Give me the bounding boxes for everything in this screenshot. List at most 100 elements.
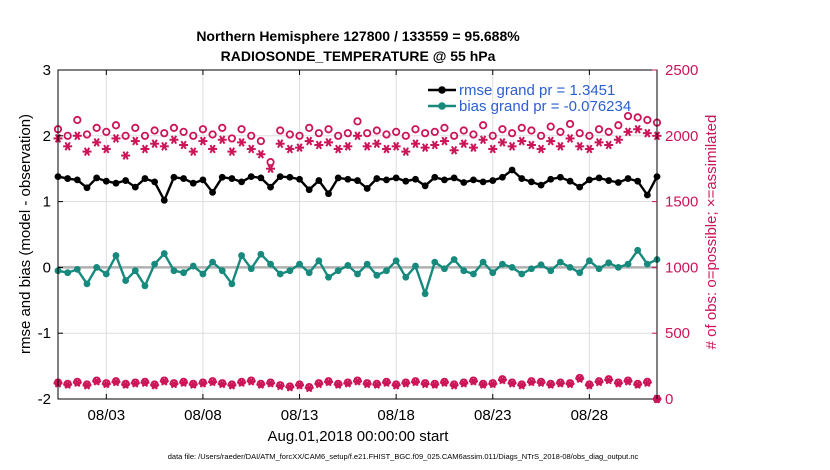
obs-assimilated-point	[372, 139, 382, 149]
rmse-point	[441, 176, 448, 184]
bias-point	[470, 270, 477, 278]
rmse-point	[267, 183, 274, 191]
obs-assimilated-point	[613, 378, 623, 388]
bias-point	[209, 258, 216, 266]
bias-point	[218, 267, 226, 275]
bias-point	[499, 260, 506, 268]
obs-possible-point	[247, 131, 256, 140]
bias-point	[64, 269, 72, 277]
bias-point	[122, 277, 130, 284]
obs-assimilated-point	[439, 136, 449, 146]
obs-assimilated-point	[275, 139, 285, 149]
obs-assimilated-point	[353, 376, 362, 386]
rmse-point	[585, 176, 593, 184]
obs-possible-point	[334, 131, 343, 140]
bias-point	[257, 250, 265, 258]
obs-possible-point	[314, 129, 323, 138]
x-tick-label: 08/08	[184, 407, 222, 424]
obs-assimilated-point	[295, 143, 305, 153]
chart-title-line1: Northern Hemisphere 127800 / 133559 = 95…	[196, 28, 520, 44]
obs-assimilated-point	[72, 378, 82, 387]
bias-point	[170, 267, 178, 275]
y-left-tick-label: -1	[38, 325, 51, 342]
obs-possible-point	[198, 125, 208, 134]
rmse-point	[257, 174, 265, 182]
y-right-tick-label: 1500	[665, 194, 698, 211]
legend-bias-marker	[438, 102, 446, 110]
rmse-point	[199, 176, 207, 184]
rmse-point	[102, 177, 110, 185]
rmse-point	[151, 178, 159, 186]
obs-assimilated-point	[507, 141, 517, 151]
rmse-point	[556, 173, 564, 181]
rmse-point	[122, 177, 130, 184]
rmse-point	[508, 166, 516, 174]
obs-assimilated-point	[517, 380, 527, 390]
obs-assimilated-point	[430, 380, 440, 389]
bias-point	[286, 267, 294, 275]
obs-possible-point	[189, 131, 198, 140]
obs-assimilated-point	[517, 136, 527, 146]
obs-assimilated-point	[275, 381, 285, 391]
obs-assimilated-point	[92, 376, 102, 386]
rmse-point	[247, 173, 255, 180]
bias-point	[83, 280, 91, 288]
obs-assimilated-point	[150, 139, 160, 149]
obs-possible-point	[527, 126, 536, 135]
rmse-point	[112, 179, 120, 187]
y-left-tick-label: 0	[43, 259, 51, 276]
obs-assimilated-point	[324, 377, 334, 387]
rmse-point	[93, 174, 101, 182]
bias-point	[576, 269, 584, 277]
bias-point	[518, 270, 526, 278]
obs-assimilated-point	[604, 375, 614, 385]
obs-assimilated-point	[82, 147, 92, 156]
obs-assimilated-point	[198, 136, 208, 146]
bias-point	[614, 264, 622, 271]
obs-assimilated-point	[459, 139, 469, 149]
obs-assimilated-point	[478, 380, 488, 389]
rmse-point	[334, 174, 342, 182]
rmse-point	[643, 191, 651, 199]
bias-point	[566, 264, 574, 271]
obs-possible-point	[218, 123, 227, 133]
obs-assimilated-point	[391, 141, 401, 151]
x-tick-label: 08/18	[377, 407, 415, 424]
obs-assimilated-point	[507, 378, 517, 388]
rmse-point	[383, 176, 390, 184]
x-tick-label: 08/13	[281, 407, 319, 424]
obs-possible-point	[324, 125, 333, 134]
rmse-point	[566, 177, 574, 185]
bias-point	[305, 269, 313, 277]
obs-assimilated-point	[613, 135, 623, 145]
y-right-tick-label: 2500	[665, 62, 698, 79]
obs-assimilated-point	[381, 144, 391, 154]
obs-assimilated-point	[246, 376, 256, 386]
obs-possible-point	[536, 131, 546, 140]
bias-point	[634, 246, 642, 254]
obs-assimilated-point	[459, 378, 469, 388]
rmse-point	[450, 174, 458, 182]
obs-possible-point	[102, 127, 111, 136]
obs-assimilated-point	[63, 141, 73, 151]
obs-possible-point	[478, 121, 488, 130]
bias-point	[363, 260, 371, 268]
rmse-point	[634, 177, 642, 185]
obs-possible-point	[63, 131, 72, 140]
obs-possible-point	[111, 121, 121, 130]
bias-point	[325, 273, 332, 281]
obs-assimilated-point	[343, 141, 353, 151]
obs-possible-point	[440, 123, 449, 133]
obs-assimilated-point	[169, 135, 179, 145]
rmse-point	[460, 179, 468, 186]
obs-assimilated-point	[391, 380, 401, 390]
obs-assimilated-point	[488, 144, 498, 154]
obs-assimilated-point	[82, 380, 92, 390]
obs-assimilated-point	[72, 131, 82, 141]
rmse-point	[576, 183, 584, 191]
obs-assimilated-point	[468, 143, 478, 153]
obs-assimilated-point	[584, 144, 594, 154]
rmse-point	[363, 185, 371, 192]
rmse-point	[315, 177, 323, 184]
